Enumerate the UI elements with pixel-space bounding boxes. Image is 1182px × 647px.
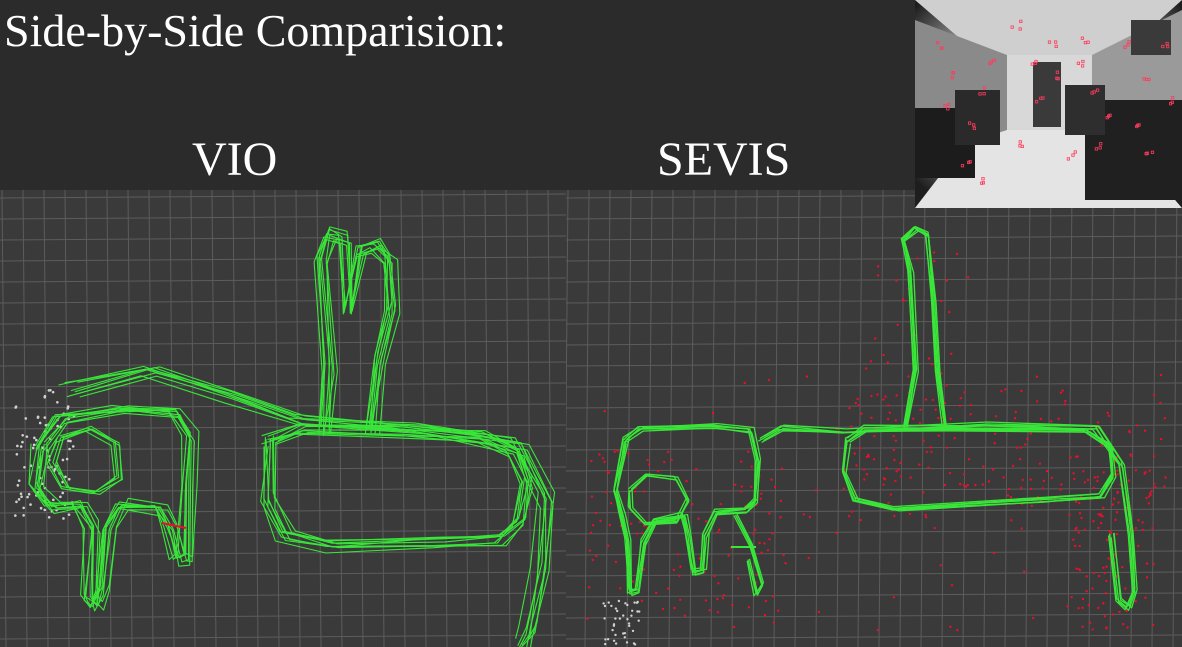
sevis-label: SEVIS: [657, 133, 791, 186]
page-title: Side-by-Side Comparision:: [4, 5, 507, 56]
vio-pose-axis: [161, 522, 187, 529]
vio-trajectory-canvas: [0, 190, 566, 647]
sevis-trajectory-view[interactable]: [566, 190, 1182, 647]
vio-label: VIO: [192, 133, 278, 186]
sevis-trajectory-canvas: [566, 190, 1182, 647]
camera-preview-image: [915, 0, 1182, 208]
vio-trajectory-view[interactable]: [0, 190, 566, 647]
